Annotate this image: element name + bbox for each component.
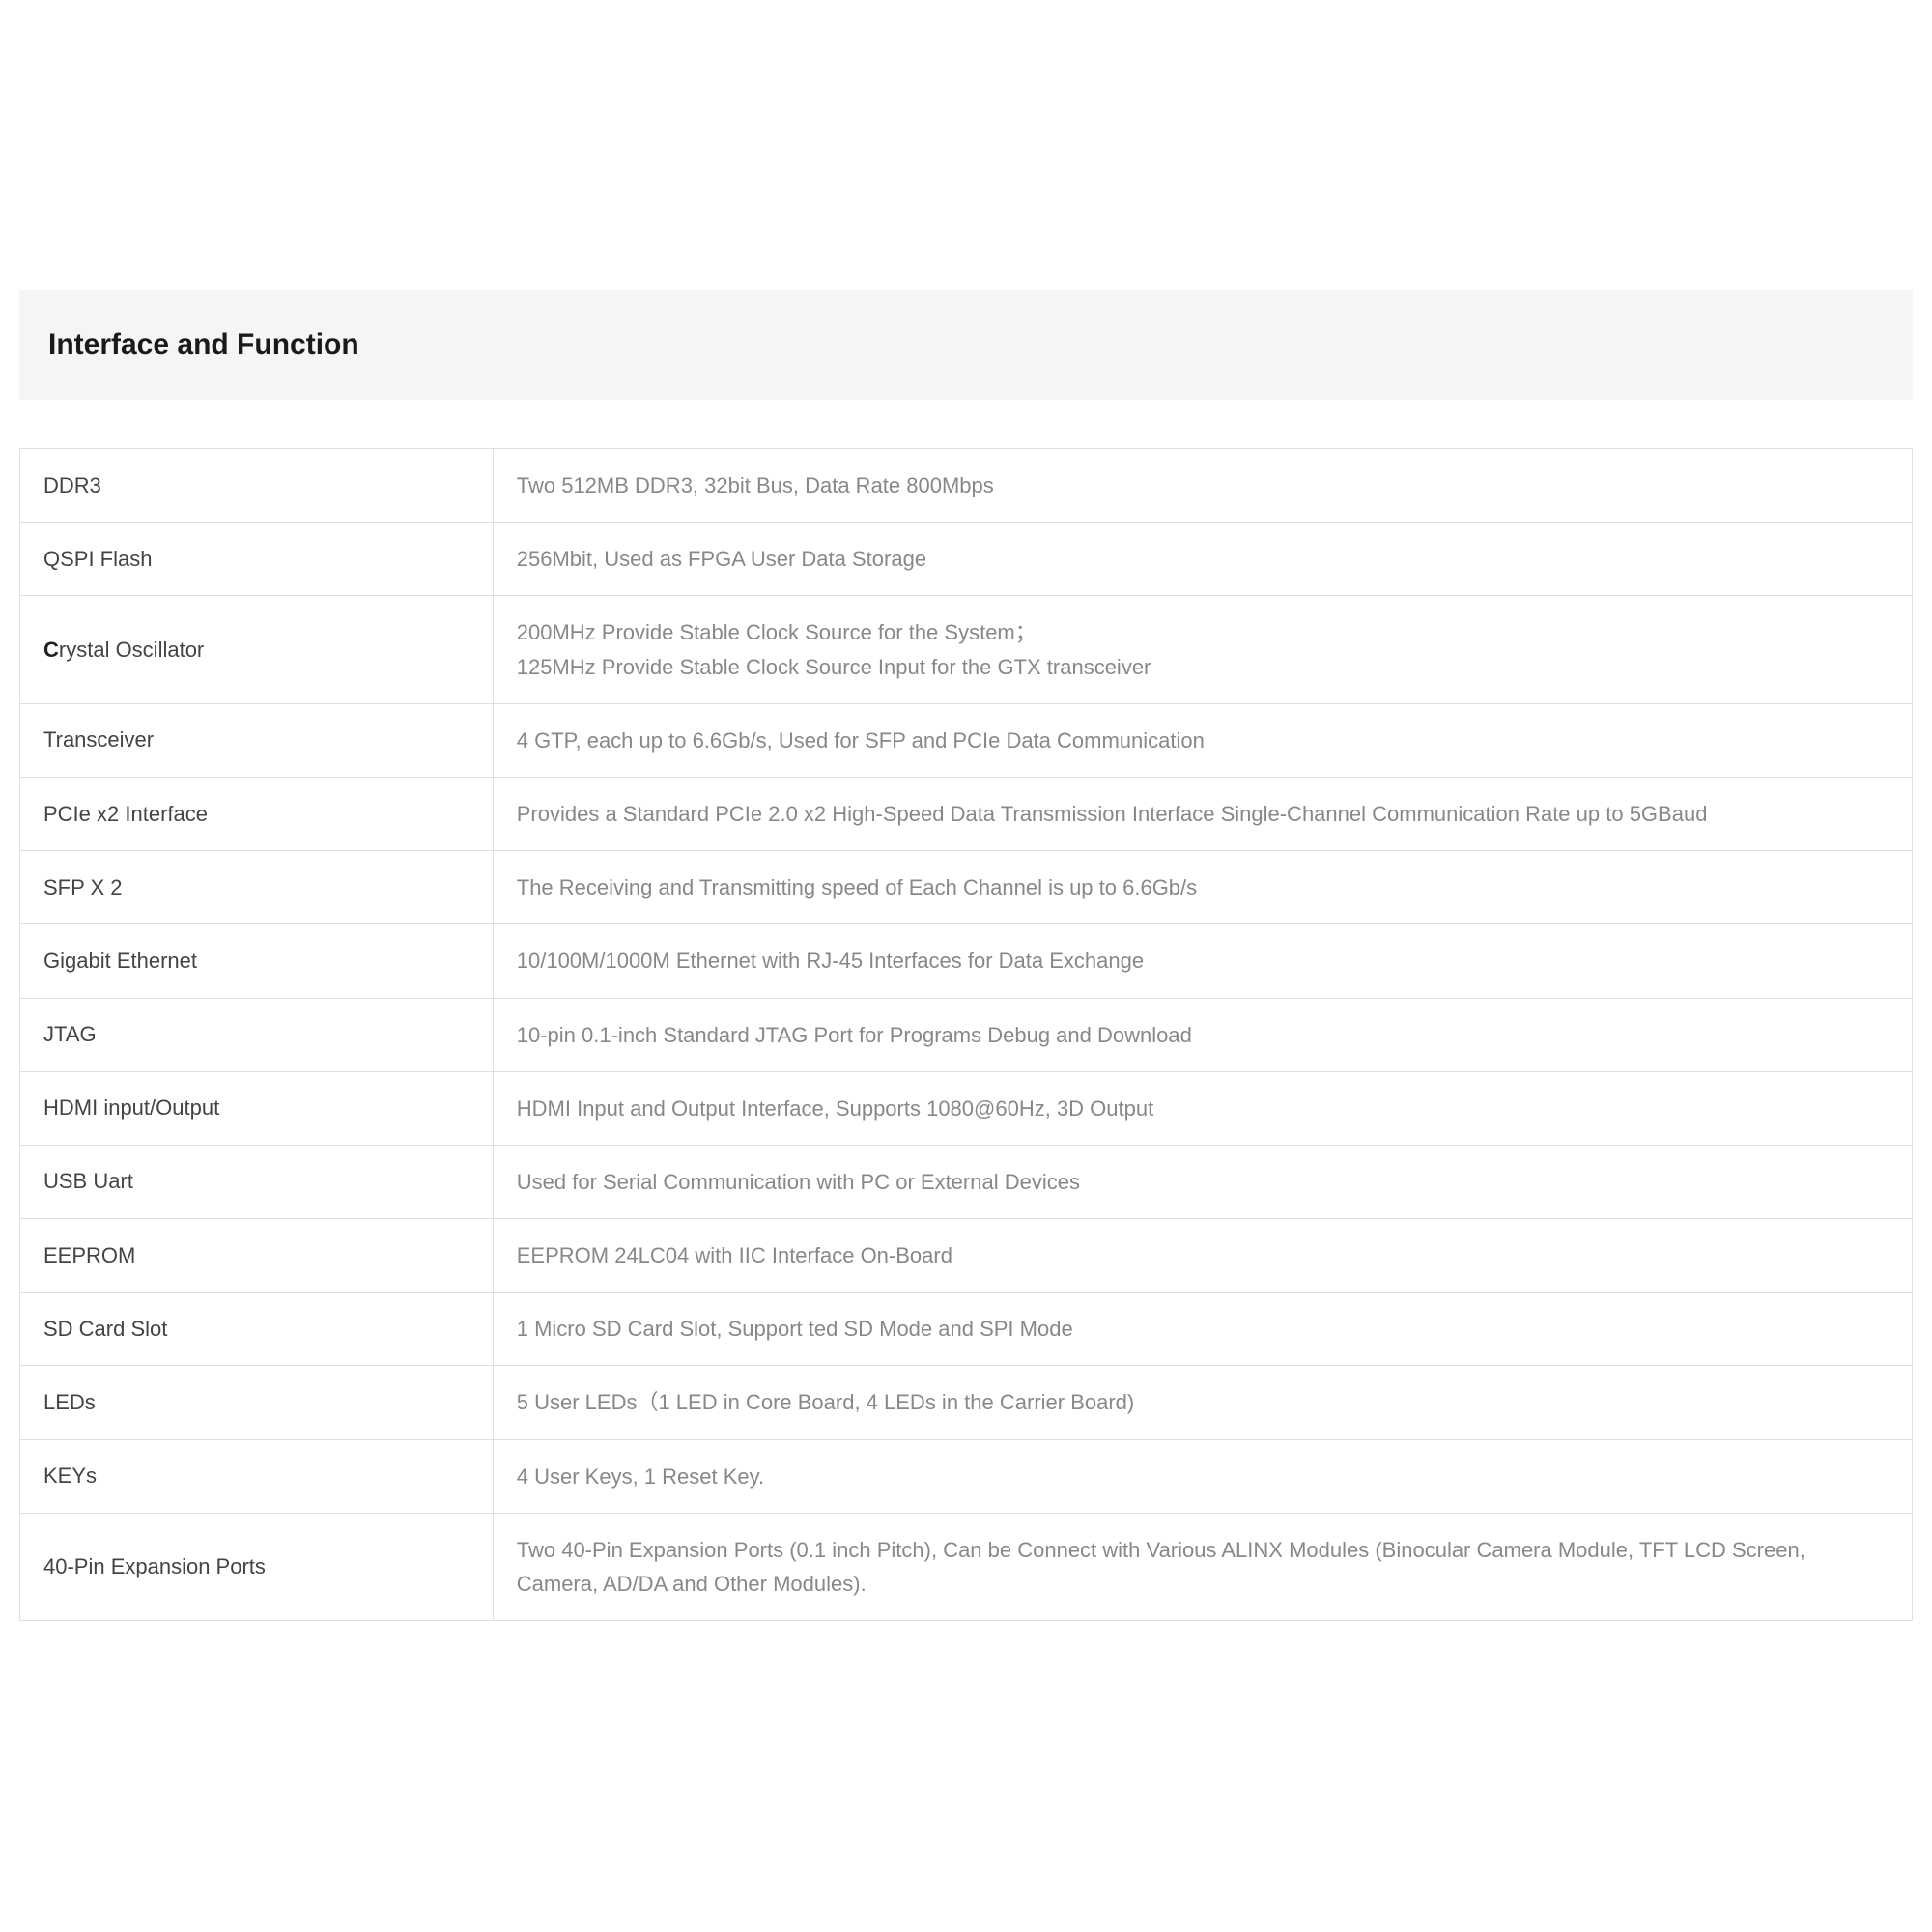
table-row: 40-Pin Expansion Ports Two 40-Pin Expansi… [20,1513,1913,1620]
row-value: 200MHz Provide Stable Clock Source for t… [493,596,1912,703]
row-label: LEDs [20,1366,494,1439]
row-value: 5 User LEDs（1 LED in Core Board, 4 LEDs … [493,1366,1912,1439]
row-label: SFP X 2 [20,851,494,924]
row-value: Used for Serial Communication with PC or… [493,1145,1912,1218]
value-line: 5 User LEDs（1 LED in Core Board, 4 LEDs … [517,1390,1134,1414]
value-line: Two 40-Pin Expansion Ports (0.1 inch Pit… [517,1538,1805,1596]
row-label: Gigabit Ethernet [20,924,494,998]
value-line: 125MHz Provide Stable Clock Source Input… [517,655,1151,679]
row-value: Two 40-Pin Expansion Ports (0.1 inch Pit… [493,1513,1912,1620]
row-label: 40-Pin Expansion Ports [20,1513,494,1620]
row-value: 4 GTP, each up to 6.6Gb/s, Used for SFP … [493,703,1912,777]
row-value: 256Mbit, Used as FPGA User Data Storage [493,523,1912,596]
value-line: Used for Serial Communication with PC or… [517,1170,1080,1194]
table-row: JTAG 10-pin 0.1-inch Standard JTAG Port f… [20,998,1913,1071]
table-row: PCIe x2 Interface Provides a Standard PCI… [20,777,1913,850]
section-header: Interface and Function [19,290,1913,400]
row-label: USB Uart [20,1145,494,1218]
label-text: rystal Oscillator [59,638,204,662]
row-label: QSPI Flash [20,523,494,596]
table-row: Crystal Oscillator 200MHz Provide Stable … [20,596,1913,703]
row-label: JTAG [20,998,494,1071]
table-row: DDR3 Two 512MB DDR3, 32bit Bus, Data Rate… [20,449,1913,523]
table-row: Transceiver 4 GTP, each up to 6.6Gb/s, Us… [20,703,1913,777]
row-label: SD Card Slot [20,1293,494,1366]
table-row: HDMI input/Output HDMI Input and Output I… [20,1071,1913,1145]
spec-table-body: DDR3 Two 512MB DDR3, 32bit Bus, Data Rate… [20,449,1913,1621]
section-title: Interface and Function [48,328,1884,361]
row-label: KEYs [20,1439,494,1513]
row-value: 1 Micro SD Card Slot, Support ted SD Mod… [493,1293,1912,1366]
value-line: 10/100M/1000M Ethernet with RJ-45 Interf… [517,949,1144,973]
row-value: HDMI Input and Output Interface, Support… [493,1071,1912,1145]
row-label: Transceiver [20,703,494,777]
spec-table: DDR3 Two 512MB DDR3, 32bit Bus, Data Rate… [19,448,1913,1621]
row-value: EEPROM 24LC04 with IIC Interface On-Boar… [493,1219,1912,1293]
row-value: 4 User Keys, 1 Reset Key. [493,1439,1912,1513]
value-line: EEPROM 24LC04 with IIC Interface On-Boar… [517,1243,952,1267]
row-value: Provides a Standard PCIe 2.0 x2 High-Spe… [493,777,1912,850]
table-row: QSPI Flash 256Mbit, Used as FPGA User Dat… [20,523,1913,596]
table-row: KEYs 4 User Keys, 1 Reset Key. [20,1439,1913,1513]
table-row: SD Card Slot 1 Micro SD Card Slot, Suppor… [20,1293,1913,1366]
row-value: 10/100M/1000M Ethernet with RJ-45 Interf… [493,924,1912,998]
value-line: Provides a Standard PCIe 2.0 x2 High-Spe… [517,802,1708,826]
page-container: Interface and Function DDR3 Two 512MB DDR… [0,0,1932,1640]
row-value: Two 512MB DDR3, 32bit Bus, Data Rate 800… [493,449,1912,523]
value-line: 10-pin 0.1-inch Standard JTAG Port for P… [517,1023,1192,1047]
label-prefix: C [43,638,59,662]
row-value: The Receiving and Transmitting speed of … [493,851,1912,924]
table-row: SFP X 2 The Receiving and Transmitting sp… [20,851,1913,924]
row-value: 10-pin 0.1-inch Standard JTAG Port for P… [493,998,1912,1071]
table-row: Gigabit Ethernet 10/100M/1000M Ethernet w… [20,924,1913,998]
value-line: 200MHz Provide Stable Clock Source for t… [517,620,1037,644]
table-row: USB Uart Used for Serial Communication wi… [20,1145,1913,1218]
table-row: LEDs 5 User LEDs（1 LED in Core Board, 4 L… [20,1366,1913,1439]
row-label: HDMI input/Output [20,1071,494,1145]
row-label: PCIe x2 Interface [20,777,494,850]
value-line: 4 GTP, each up to 6.6Gb/s, Used for SFP … [517,728,1205,753]
row-label: Crystal Oscillator [20,596,494,703]
table-row: EEPROM EEPROM 24LC04 with IIC Interface O… [20,1219,1913,1293]
value-line: Two 512MB DDR3, 32bit Bus, Data Rate 800… [517,473,994,497]
row-label: DDR3 [20,449,494,523]
row-label: EEPROM [20,1219,494,1293]
value-line: 4 User Keys, 1 Reset Key. [517,1464,764,1489]
value-line: 256Mbit, Used as FPGA User Data Storage [517,547,926,571]
value-line: HDMI Input and Output Interface, Support… [517,1096,1153,1121]
value-line: The Receiving and Transmitting speed of … [517,875,1197,899]
value-line: 1 Micro SD Card Slot, Support ted SD Mod… [517,1317,1073,1341]
